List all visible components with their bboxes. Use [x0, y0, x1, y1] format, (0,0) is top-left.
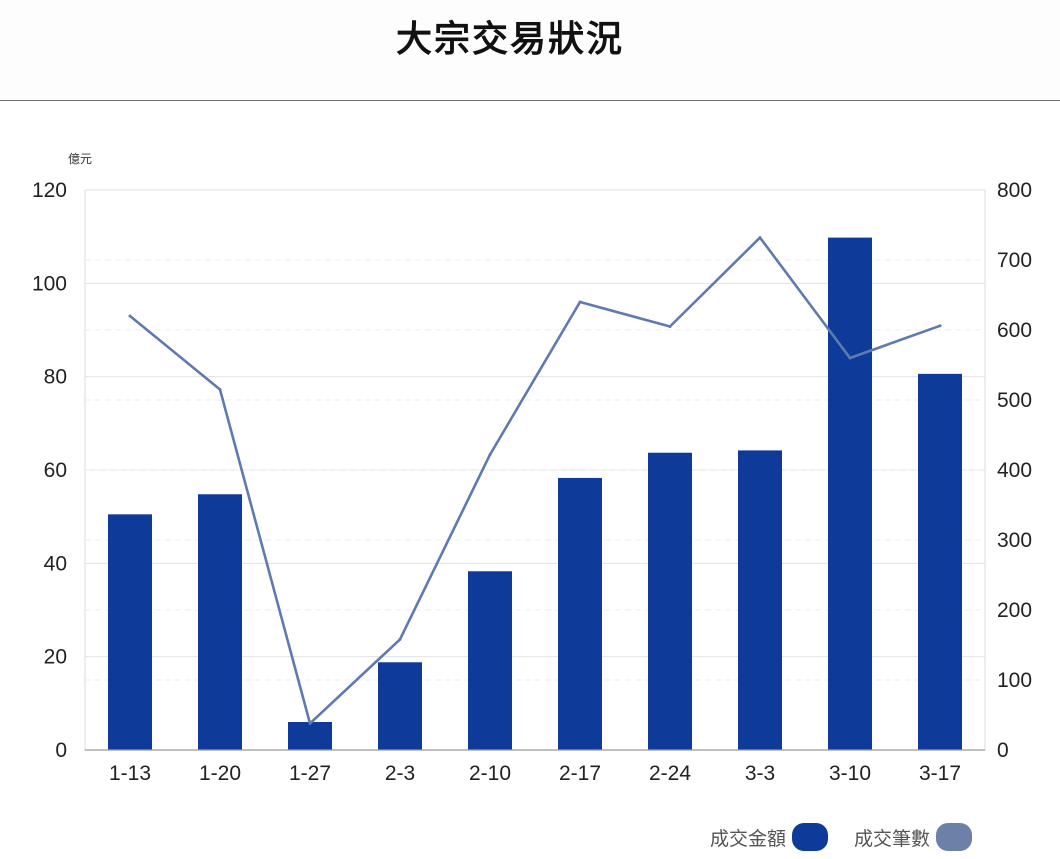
axes: 0 20 40 60 80 100 120 0 100 200 300 400 500 600 700 800… [32, 179, 1032, 785]
line-point [578, 300, 582, 304]
x-tick-label: 3-17 [919, 762, 961, 785]
y-tick-label: 80 [44, 366, 67, 389]
line-point [308, 721, 312, 725]
x-tick-label: 3-10 [829, 762, 871, 785]
y2-tick-label: 400 [997, 459, 1032, 482]
y-tick-label: 20 [44, 646, 67, 669]
title-bar: 大宗交易狀況 [0, 0, 1060, 101]
line-point [218, 388, 222, 391]
y2-tick-label: 700 [997, 249, 1032, 272]
bar [198, 494, 242, 750]
legend: 成交金額 成交筆數 [710, 820, 1050, 854]
legend-label-amount: 成交金額 [710, 827, 787, 850]
count-line [128, 236, 942, 725]
line-point [848, 356, 852, 360]
y-tick-label: 0 [55, 739, 67, 762]
y2-tick-label: 100 [997, 669, 1032, 692]
x-tick-label: 3-3 [745, 762, 775, 785]
bar [558, 477, 602, 750]
y-tick-label: 100 [32, 272, 67, 295]
y-tick-label: 60 [44, 459, 67, 482]
x-tick-label: 1-13 [109, 762, 151, 785]
amount-bars [108, 237, 962, 751]
legend-item-amount[interactable]: 成交金額 [710, 823, 829, 851]
y-axis-unit: 億元 [68, 152, 92, 166]
bar [648, 452, 692, 750]
x-tick-label: 2-24 [649, 762, 691, 785]
line-point [668, 325, 672, 328]
y2-tick-label: 500 [997, 389, 1032, 412]
y2-tick-label: 200 [997, 599, 1032, 622]
x-tick-label: 1-27 [289, 762, 331, 785]
x-tick-label: 2-10 [469, 762, 511, 785]
line-point [938, 324, 942, 328]
bar [468, 571, 512, 750]
x-tick-label: 1-20 [199, 762, 241, 785]
x-tick-label: 2-3 [385, 762, 415, 785]
y2-tick-label: 300 [997, 529, 1032, 552]
line-point [758, 236, 762, 240]
y2-tick-label: 600 [997, 319, 1032, 342]
line-point [488, 453, 492, 457]
line-point [128, 314, 132, 318]
legend-swatch-count [936, 823, 973, 851]
y2-tick-label: 800 [997, 179, 1032, 202]
y-tick-label: 40 [44, 552, 67, 575]
legend-label-count: 成交筆數 [854, 827, 931, 850]
y2-tick-label: 0 [997, 739, 1009, 762]
combo-chart: 0 20 40 60 80 100 120 0 100 200 300 400 500 600 700 800… [32, 152, 1032, 785]
bar [918, 373, 962, 750]
chart-title: 大宗交易狀況 [395, 19, 624, 60]
bar [378, 662, 422, 750]
bar [738, 450, 782, 750]
line-point [398, 637, 402, 641]
bar [108, 514, 152, 750]
legend-swatch-amount [792, 823, 829, 851]
legend-item-count[interactable]: 成交筆數 [854, 823, 973, 851]
y-tick-label: 120 [32, 179, 67, 202]
x-tick-label: 2-17 [559, 762, 601, 785]
bar [288, 722, 332, 750]
bar [828, 237, 872, 751]
count-line-path [129, 236, 941, 725]
